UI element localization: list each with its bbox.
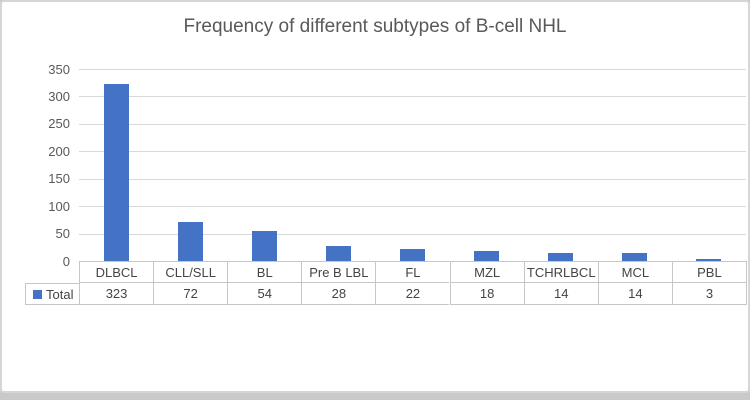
table-value-cell: 14 (597, 283, 672, 305)
table-value-cell: 72 (153, 283, 228, 305)
y-axis-tick-label: 0 (62, 253, 70, 269)
bar-bl (251, 231, 277, 261)
table-value-cell: 54 (227, 283, 302, 305)
gridline (79, 206, 746, 208)
bar-cll-sll (177, 221, 203, 261)
table-header-cell: FL (375, 261, 450, 283)
gridline (79, 69, 746, 70)
table-header-cell: DLBCL (79, 261, 154, 283)
gridline (79, 233, 746, 235)
gridline (79, 96, 746, 98)
bar-mcl (622, 253, 648, 261)
legend-color-swatch (33, 289, 42, 299)
legend-key: Total (25, 283, 79, 305)
y-axis-tick-label: 150 (48, 171, 70, 187)
table-header-cell: MZL (449, 261, 524, 283)
gridline (79, 151, 746, 153)
bar-dlbcl (103, 83, 129, 261)
table-value-cell: 3 (671, 283, 747, 305)
bar-pre-b-lbl (325, 245, 351, 261)
table-value-cell: 14 (523, 283, 598, 305)
bar-pbl (696, 259, 722, 261)
table-value-cell: 323 (79, 283, 154, 305)
chart-title: Frequency of different subtypes of B-cel… (183, 16, 567, 37)
gridline (79, 178, 746, 180)
table-value-cell: 18 (449, 283, 524, 305)
table-header-cell: Pre B LBL (301, 261, 376, 283)
y-axis-tick-label: 50 (55, 226, 70, 242)
table-header-cell: MCL (597, 261, 672, 283)
y-axis-tick-label: 300 (48, 88, 70, 104)
table-header-cell: CLL/SLL (153, 261, 228, 283)
table-header-cell: BL (227, 261, 302, 283)
legend-label: Total (46, 286, 74, 302)
table-header-cell: TCHRLBCL (523, 261, 598, 283)
bar-tchrlbcl (548, 253, 574, 261)
bar-fl (400, 248, 425, 261)
table-value-cell: 28 (301, 283, 376, 305)
table-header-cell: PBL (671, 261, 747, 283)
table-value-cell: 22 (375, 283, 450, 305)
y-axis-tick-label: 350 (48, 61, 70, 77)
y-axis-tick-label: 100 (48, 198, 70, 214)
gridline (79, 123, 746, 125)
y-axis-tick-label: 250 (48, 116, 70, 132)
y-axis-tick-label: 200 (48, 143, 70, 159)
bar-mzl (474, 251, 500, 261)
